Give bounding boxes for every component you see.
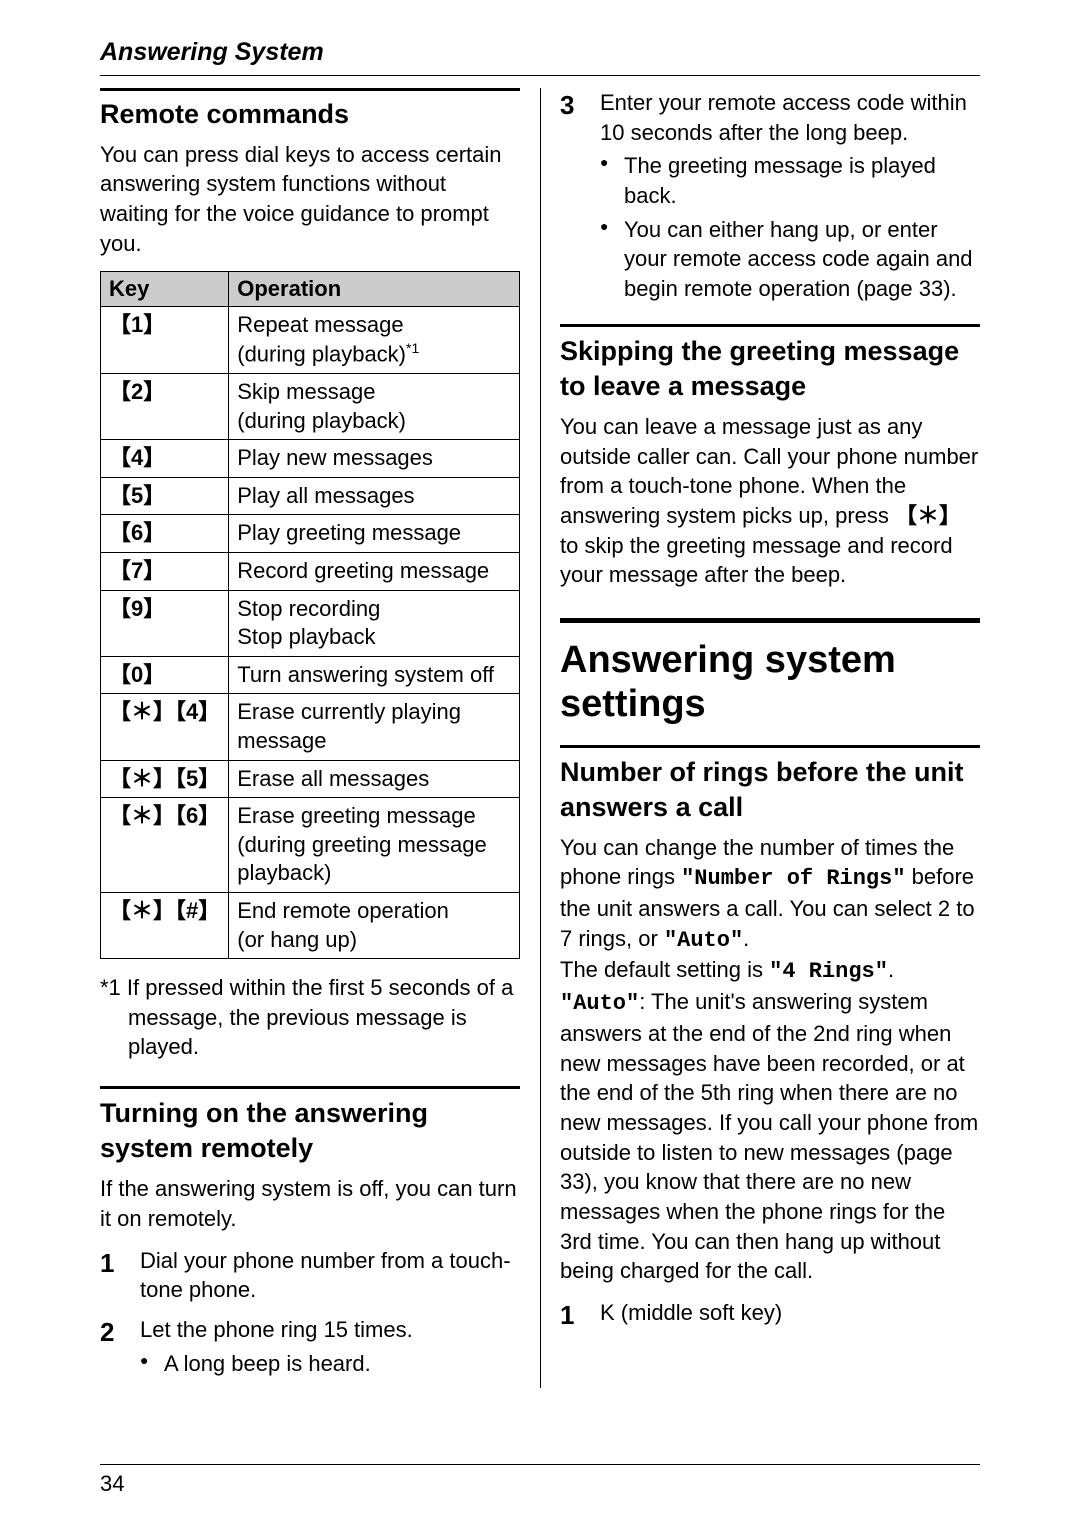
table-row: 【7】 Record greeting message [101,552,520,590]
step-item: 1 K (middle soft key) [560,1298,980,1328]
table-row: 【2】 Skip message (during playback) [101,374,520,440]
major-section-rule [560,618,980,623]
key-cell: 【＊】【5】 [101,760,229,798]
remote-commands-table: Key Operation 【1】 Repeat message (during… [100,271,520,960]
remote-commands-heading: Remote commands [100,98,520,132]
skip-greeting-heading: Skipping the greeting message to leave a… [560,334,980,404]
rings-step1-list: 1 K (middle soft key) [560,1298,980,1328]
header-title: Answering System [100,38,980,67]
key-cell: 【1】 [101,306,229,374]
page-header: Answering System [100,38,980,76]
bullet-item: You can either hang up, or enter your re… [600,215,980,304]
op-cell: Turn answering system off [229,656,520,694]
key-cell: 【7】 [101,552,229,590]
right-column: 3 Enter your remote access code within 1… [540,88,980,1388]
rings-paragraph-1: You can change the number of times the p… [560,833,980,956]
turn-on-remote-steps: 1 Dial your phone number from a touch-to… [100,1246,520,1379]
table-header-key: Key [101,271,229,306]
turn-on-remote-heading: Turning on the answering system remotely [100,1096,520,1166]
section-rule [100,1086,520,1090]
step-bullets: The greeting message is played back. You… [600,151,980,303]
section-rule [560,745,980,749]
bullet-item: A long beep is heard. [140,1349,520,1379]
table-row: 【4】 Play new messages [101,440,520,478]
key-cell: 【6】 [101,515,229,553]
table-row: 【5】 Play all messages [101,477,520,515]
section-rule [100,88,520,92]
table-row: 【＊】【6】 Erase greeting message (during gr… [101,798,520,893]
turn-on-remote-intro: If the answering system is off, you can … [100,1174,520,1233]
number-of-rings-heading: Number of rings before the unit answers … [560,755,980,825]
page-number: 34 [100,1464,980,1497]
table-footnote: *1 If pressed within the first 5 seconds… [128,973,520,1062]
table-row: 【1】 Repeat message (during playback)*1 [101,306,520,374]
rings-paragraph-3: "Auto": The unit's answering system answ… [560,987,980,1286]
op-cell: Repeat message (during playback)*1 [229,306,520,374]
step-item: 3 Enter your remote access code within 1… [560,88,980,304]
mono-auto-2: "Auto" [560,991,639,1016]
table-row: 【9】 Stop recording Stop playback [101,590,520,656]
step-item: 1 Dial your phone number from a touch-to… [100,1246,520,1305]
left-column: Remote commands You can press dial keys … [100,88,540,1388]
star-key-glyph: 【＊】 [895,503,961,528]
skip-greeting-body: You can leave a message just as any outs… [560,412,980,590]
mono-auto: "Auto" [664,928,743,953]
bullet-item: The greeting message is played back. [600,151,980,210]
column-divider [540,88,541,1388]
key-cell: 【0】 [101,656,229,694]
table-row: 【0】 Turn answering system off [101,656,520,694]
step-text: Enter your remote access code within 10 … [600,90,967,145]
op-cell: Stop recording Stop playback [229,590,520,656]
step-text: K (middle soft key) [600,1300,782,1325]
section-rule [560,324,980,328]
mono-number-of-rings: "Number of Rings" [681,866,905,891]
table-row: 【＊】【4】 Erase currently playing message [101,694,520,760]
step-number: 1 [560,1298,574,1333]
step-item: 2 Let the phone ring 15 times. A long be… [100,1315,520,1378]
rings-paragraph-2: The default setting is "4 Rings". [560,955,980,987]
remote-commands-intro: You can press dial keys to access certai… [100,140,520,259]
op-cell: End remote operation (or hang up) [229,892,520,958]
key-cell: 【＊】【#】 [101,892,229,958]
step3-list: 3 Enter your remote access code within 1… [560,88,980,304]
key-cell: 【4】 [101,440,229,478]
key-cell: 【＊】【6】 [101,798,229,893]
key-cell: 【＊】【4】 [101,694,229,760]
answering-settings-heading: Answering system settings [560,639,980,726]
two-column-layout: Remote commands You can press dial keys … [100,88,980,1388]
step-number: 3 [560,88,574,123]
op-cell: Erase all messages [229,760,520,798]
key-cell: 【5】 [101,477,229,515]
op-cell: Play new messages [229,440,520,478]
table-header-operation: Operation [229,271,520,306]
key-cell: 【9】 [101,590,229,656]
step-number: 2 [100,1315,114,1350]
table-row: 【6】 Play greeting message [101,515,520,553]
table-row: 【＊】【#】 End remote operation (or hang up) [101,892,520,958]
op-cell: Erase currently playing message [229,694,520,760]
op-cell: Play all messages [229,477,520,515]
op-cell: Play greeting message [229,515,520,553]
step-text: Dial your phone number from a touch-tone… [140,1248,511,1303]
op-cell: Record greeting message [229,552,520,590]
op-cell: Erase greeting message (during greeting … [229,798,520,893]
step-number: 1 [100,1246,114,1281]
table-row: 【＊】【5】 Erase all messages [101,760,520,798]
mono-4-rings: "4 Rings" [769,959,888,984]
step-bullets: A long beep is heard. [140,1349,520,1379]
step-text: Let the phone ring 15 times. [140,1317,413,1342]
key-cell: 【2】 [101,374,229,440]
op-cell: Skip message (during playback) [229,374,520,440]
